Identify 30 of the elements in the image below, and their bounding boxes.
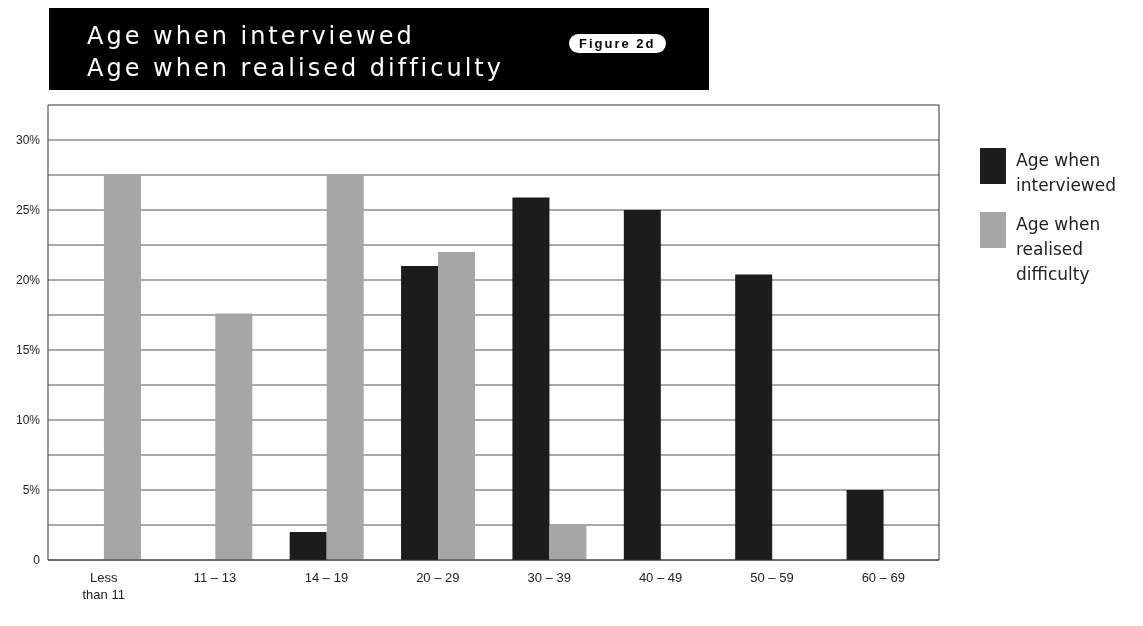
x-tick-label: 11 – 13 bbox=[193, 570, 237, 585]
bar bbox=[438, 252, 476, 560]
y-tick-label: 15% bbox=[15, 343, 41, 358]
chart-title: Age when interviewed Age when realised difficulty bbox=[87, 21, 504, 84]
bar bbox=[289, 532, 327, 560]
bar bbox=[326, 175, 364, 560]
x-tick-label: 50 – 59 bbox=[750, 570, 794, 585]
x-tick-label: 60 – 69 bbox=[861, 570, 905, 585]
x-tick-label: 20 – 29 bbox=[416, 570, 460, 585]
x-tick-label: 14 – 19 bbox=[304, 570, 349, 585]
bar bbox=[512, 197, 550, 560]
legend-label: Age when realised difficulty bbox=[1016, 213, 1102, 286]
x-tick-label: 40 – 49 bbox=[638, 570, 683, 585]
x-tick-label: 30 – 39 bbox=[527, 570, 571, 585]
bar bbox=[549, 525, 587, 560]
bar bbox=[103, 175, 141, 560]
bar bbox=[623, 210, 661, 560]
caption: Figure 2d bbox=[569, 34, 666, 53]
x-tick-label: Less than 11 bbox=[82, 570, 125, 602]
bar bbox=[401, 266, 439, 560]
y-tick-label: 30% bbox=[15, 133, 41, 148]
y-tick-label: 25% bbox=[15, 203, 41, 218]
y-tick-label: 10% bbox=[15, 413, 41, 428]
bar bbox=[215, 313, 253, 560]
bar bbox=[735, 274, 773, 560]
y-tick-label: 0 bbox=[33, 553, 41, 568]
y-tick-label: 20% bbox=[15, 273, 41, 288]
bar bbox=[846, 490, 884, 560]
legend-label: Age when interviewed bbox=[1016, 149, 1117, 197]
y-tick-label: 5% bbox=[22, 483, 41, 498]
